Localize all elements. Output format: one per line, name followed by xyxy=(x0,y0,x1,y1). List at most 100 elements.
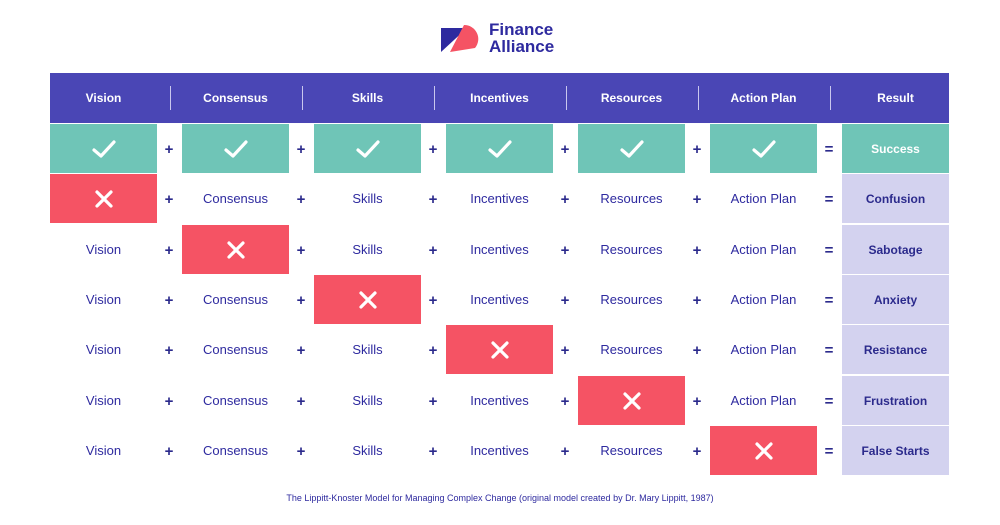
brand-logo: Finance Alliance xyxy=(441,20,554,56)
plus-sign: + xyxy=(560,392,570,410)
cross-icon xyxy=(490,340,509,359)
cross-icon xyxy=(358,290,377,309)
missing-cell xyxy=(182,225,289,274)
equals-sign: = xyxy=(824,190,834,208)
table-header: Vision Consensus Skills Incentives Resources… xyxy=(50,73,949,123)
equals-sign: = xyxy=(824,291,834,309)
check-cell xyxy=(314,124,421,173)
header-separator xyxy=(434,86,435,110)
header-skills: Skills xyxy=(351,91,384,105)
element-cell: Consensus xyxy=(202,292,269,307)
plus-sign: + xyxy=(164,341,174,359)
brand-name: Finance Alliance xyxy=(489,21,554,55)
plus-sign: + xyxy=(296,241,306,259)
plus-sign: + xyxy=(692,291,702,309)
result-confusion: Confusion xyxy=(842,174,949,223)
check-icon xyxy=(91,139,116,158)
caption: The Lippitt-Knoster Model for Managing C… xyxy=(286,493,714,503)
plus-sign: + xyxy=(428,140,438,158)
check-cell xyxy=(182,124,289,173)
element-cell: Resources xyxy=(600,242,663,257)
element-cell: Consensus xyxy=(202,191,269,206)
check-icon xyxy=(223,139,248,158)
element-cell: Consensus xyxy=(202,393,269,408)
result-false-starts: False Starts xyxy=(842,426,949,475)
header-vision: Vision xyxy=(85,91,122,105)
header-separator xyxy=(302,86,303,110)
equals-sign: = xyxy=(824,140,834,158)
element-cell: Vision xyxy=(85,443,122,458)
element-cell: Consensus xyxy=(202,443,269,458)
missing-cell xyxy=(446,325,553,374)
finance-alliance-logo-icon xyxy=(441,24,479,52)
plus-sign: + xyxy=(296,442,306,460)
plus-sign: + xyxy=(560,442,570,460)
check-icon xyxy=(751,139,776,158)
element-cell: Action Plan xyxy=(730,342,797,357)
plus-sign: + xyxy=(560,140,570,158)
missing-cell xyxy=(710,426,817,475)
result-sabotage: Sabotage xyxy=(842,225,949,274)
element-cell: Skills xyxy=(352,242,383,257)
plus-sign: + xyxy=(164,392,174,410)
check-cell xyxy=(446,124,553,173)
plus-sign: + xyxy=(560,241,570,259)
plus-sign: + xyxy=(428,392,438,410)
element-cell: Skills xyxy=(352,191,383,206)
element-cell: Action Plan xyxy=(730,242,797,257)
plus-sign: + xyxy=(428,190,438,208)
cross-icon xyxy=(94,189,113,208)
header-result: Result xyxy=(877,91,914,105)
missing-cell xyxy=(578,376,685,425)
element-cell: Skills xyxy=(352,342,383,357)
element-cell: Resources xyxy=(600,443,663,458)
element-cell: Incentives xyxy=(470,191,529,206)
plus-sign: + xyxy=(296,291,306,309)
header-separator xyxy=(170,86,171,110)
result-resistance: Resistance xyxy=(842,325,949,374)
element-cell: Skills xyxy=(352,393,383,408)
header-separator xyxy=(830,86,831,110)
plus-sign: + xyxy=(428,442,438,460)
plus-sign: + xyxy=(560,190,570,208)
missing-cell xyxy=(314,275,421,324)
element-cell: Vision xyxy=(85,342,122,357)
plus-sign: + xyxy=(692,190,702,208)
element-cell: Incentives xyxy=(470,393,529,408)
check-icon xyxy=(355,139,380,158)
cross-icon xyxy=(754,441,773,460)
plus-sign: + xyxy=(164,241,174,259)
element-cell: Vision xyxy=(85,242,122,257)
plus-sign: + xyxy=(692,442,702,460)
result-frustration: Frustration xyxy=(842,376,949,425)
brand-line-1: Finance xyxy=(489,20,554,39)
plus-sign: + xyxy=(692,140,702,158)
plus-sign: + xyxy=(428,341,438,359)
element-cell: Skills xyxy=(352,443,383,458)
element-cell: Incentives xyxy=(470,242,529,257)
brand-line-2: Alliance xyxy=(489,37,555,56)
element-cell: Incentives xyxy=(470,292,529,307)
header-separator xyxy=(566,86,567,110)
result-anxiety: Anxiety xyxy=(842,275,949,324)
cross-icon xyxy=(226,240,245,259)
equals-sign: = xyxy=(824,392,834,410)
element-cell: Action Plan xyxy=(730,191,797,206)
missing-cell xyxy=(50,174,157,223)
plus-sign: + xyxy=(164,442,174,460)
element-cell: Action Plan xyxy=(730,292,797,307)
element-cell: Vision xyxy=(85,393,122,408)
equals-sign: = xyxy=(824,241,834,259)
cross-icon xyxy=(622,391,641,410)
plus-sign: + xyxy=(560,291,570,309)
header-consensus: Consensus xyxy=(203,91,268,105)
plus-sign: + xyxy=(560,341,570,359)
check-icon xyxy=(619,139,644,158)
element-cell: Action Plan xyxy=(730,393,797,408)
plus-sign: + xyxy=(296,190,306,208)
plus-sign: + xyxy=(296,392,306,410)
plus-sign: + xyxy=(296,341,306,359)
plus-sign: + xyxy=(428,241,438,259)
element-cell: Resources xyxy=(600,292,663,307)
plus-sign: + xyxy=(164,291,174,309)
